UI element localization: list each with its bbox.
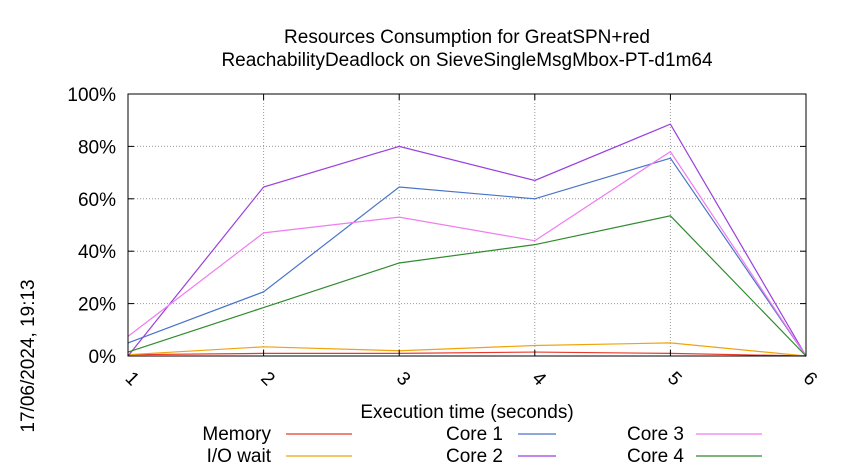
legend-label-core-4: Core 4	[627, 446, 684, 467]
x-tick-label: 5	[663, 368, 685, 390]
x-tick-label: 2	[256, 368, 278, 390]
y-tick-label: 60%	[78, 190, 116, 211]
y-tick-label: 80%	[78, 137, 116, 158]
y-tick-label: 20%	[78, 295, 116, 316]
legend-label-core-1: Core 1	[446, 424, 503, 445]
series-line-i-o-wait	[127, 342, 807, 357]
y-axis-ticks: 0% 20% 40% 60% 80% 100%	[67, 85, 806, 368]
chart-title: Resources Consumption for GreatSPN+red	[284, 27, 650, 48]
series-lines	[127, 123, 807, 357]
series-line-core-1	[127, 157, 807, 357]
series-line-core-2	[127, 123, 807, 357]
timestamp-label: 17/06/2024, 19:13	[18, 279, 39, 432]
y-tick-label: 40%	[78, 242, 116, 263]
x-tick-label: 1	[121, 368, 143, 390]
x-tick-label: 4	[528, 368, 551, 391]
series-line-core-3	[127, 150, 807, 357]
y-tick-label: 0%	[89, 347, 117, 368]
x-axis-label: Execution time (seconds)	[360, 402, 573, 423]
x-tick-label: 3	[392, 368, 414, 390]
legend-label-i-o-wait: I/O wait	[207, 446, 272, 467]
legend-label-memory: Memory	[202, 424, 271, 445]
x-axis-ticks: 1 2 3 4 5 6	[121, 94, 821, 391]
grid-lines	[128, 94, 806, 356]
y-tick-label: 100%	[67, 85, 116, 106]
legend-label-core-2: Core 2	[446, 446, 503, 467]
chart-subtitle: ReachabilityDeadlock on SieveSingleMsgMb…	[221, 50, 713, 71]
series-line-memory	[127, 351, 807, 357]
x-tick-label: 6	[799, 368, 821, 390]
plot-frame	[127, 93, 807, 357]
series-line-core-4	[127, 215, 807, 357]
legend-label-core-3: Core 3	[627, 424, 684, 445]
